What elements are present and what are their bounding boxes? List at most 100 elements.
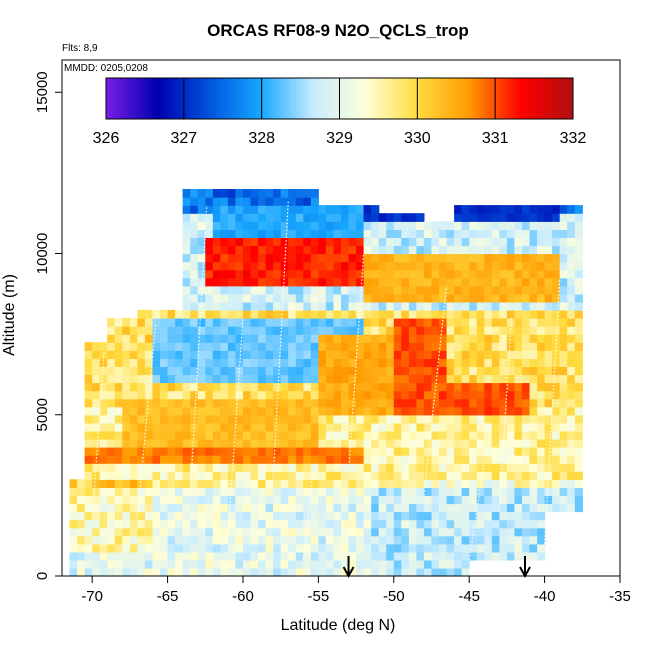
heatmap-cell [258, 447, 267, 456]
heatmap-cell [484, 511, 493, 521]
heatmap-cell [295, 261, 304, 271]
heatmap-cell [114, 382, 123, 392]
heatmap-cell [454, 447, 463, 456]
heatmap-cell [84, 406, 93, 416]
heatmap-cell [439, 342, 448, 351]
heatmap-cell [273, 293, 282, 303]
heatmap-cell [386, 511, 395, 521]
heatmap-cell [439, 414, 448, 424]
heatmap-cell [160, 406, 169, 416]
heatmap-cell [476, 318, 485, 327]
heatmap-cell [160, 567, 169, 577]
heatmap-cell [152, 479, 161, 488]
heatmap-cell [401, 463, 410, 472]
heatmap-cell [273, 495, 282, 505]
heatmap-cell [92, 567, 101, 577]
heatmap-cell [212, 535, 221, 545]
heatmap-cell [333, 309, 342, 319]
heatmap-cell [182, 463, 191, 472]
heatmap-cell [439, 430, 448, 440]
heatmap-cell [295, 350, 304, 359]
heatmap-cell [99, 447, 108, 456]
heatmap-cell [559, 414, 568, 424]
heatmap-cell [175, 551, 184, 561]
heatmap-cell [288, 543, 297, 553]
heatmap-cell [205, 229, 214, 238]
heatmap-cell [235, 527, 244, 537]
heatmap-cell [235, 253, 244, 263]
heatmap-cell [152, 342, 161, 351]
heatmap-cell [243, 229, 252, 238]
heatmap-cell [122, 334, 131, 343]
heatmap-cell [318, 551, 327, 561]
heatmap-cell [190, 535, 199, 545]
heatmap-cell [318, 269, 327, 279]
heatmap-cell [378, 309, 387, 319]
heatmap-cell [363, 535, 372, 545]
colorbar-swatch [339, 78, 344, 119]
heatmap-cell [484, 535, 493, 545]
heatmap-cell [107, 374, 116, 384]
heatmap-cell [333, 358, 342, 367]
heatmap-cell [552, 253, 561, 263]
heatmap-cell [567, 301, 576, 311]
heatmap-cell [559, 487, 568, 496]
heatmap-cell [491, 221, 500, 230]
heatmap-cell [559, 326, 568, 335]
heatmap-cell [318, 350, 327, 359]
heatmap-cell [137, 511, 146, 521]
heatmap-cell [197, 527, 206, 537]
heatmap-cell [431, 463, 440, 472]
heatmap-cell [190, 326, 199, 335]
heatmap-cell [250, 221, 259, 230]
heatmap-cell [190, 463, 199, 472]
colorbar-swatch [489, 78, 494, 119]
heatmap-cell [167, 455, 176, 464]
heatmap-cell [431, 567, 440, 577]
heatmap-cell [318, 253, 327, 263]
heatmap-cell [122, 430, 131, 440]
heatmap-cell [243, 277, 252, 287]
heatmap-cell [423, 527, 432, 537]
heatmap-cell [220, 447, 229, 456]
heatmap-cell [227, 301, 236, 311]
heatmap-cell [325, 277, 334, 287]
heatmap-cell [122, 455, 131, 464]
heatmap-cell [190, 414, 199, 424]
heatmap-cell [303, 245, 312, 255]
heatmap-cell [197, 503, 206, 513]
heatmap-cell [401, 559, 410, 569]
heatmap-cell [107, 342, 116, 351]
heatmap-cell [356, 309, 365, 319]
heatmap-cell [416, 350, 425, 359]
heatmap-cell [529, 503, 538, 513]
heatmap-cell [205, 382, 214, 392]
heatmap-cell [220, 301, 229, 311]
heatmap-cell [182, 253, 191, 263]
heatmap-cell [574, 293, 583, 303]
heatmap-cell [514, 511, 523, 521]
heatmap-cell [363, 213, 372, 222]
heatmap-cell [574, 318, 583, 327]
heatmap-cell [288, 559, 297, 569]
heatmap-cell [401, 334, 410, 343]
colorbar-swatch [436, 78, 441, 119]
heatmap-cell [461, 390, 470, 400]
heatmap-cell [431, 430, 440, 440]
heatmap-cell [107, 430, 116, 440]
heatmap-cell [182, 277, 191, 287]
heatmap-cell [107, 447, 116, 456]
heatmap-cell [258, 326, 267, 335]
heatmap-cell [476, 438, 485, 448]
heatmap-cell [310, 390, 319, 400]
heatmap-cell [529, 463, 538, 472]
heatmap-cell [152, 503, 161, 513]
heatmap-cell [386, 455, 395, 464]
heatmap-cell [514, 213, 523, 222]
heatmap-cell [341, 293, 350, 303]
heatmap-cell [544, 229, 553, 238]
heatmap-cell [69, 503, 78, 513]
heatmap-cell [341, 285, 350, 295]
heatmap-cell [522, 487, 531, 496]
heatmap-cell [295, 406, 304, 416]
